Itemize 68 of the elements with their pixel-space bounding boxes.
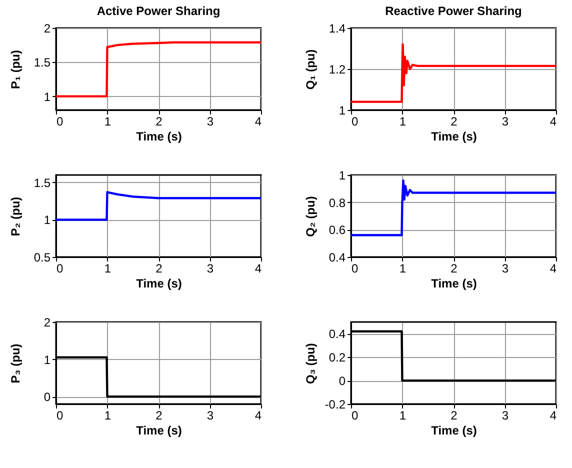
x-tick-label: 4	[254, 408, 262, 422]
y-tick-label: 1.4	[328, 22, 346, 36]
y-axis-title: P₃ (pu)	[8, 344, 22, 384]
y-tick-label: 0.2	[328, 350, 346, 365]
x-tick-label: 4	[254, 262, 262, 276]
x-axis-title: Time (s)	[431, 276, 477, 290]
y-axis-title: Q₂ (pu)	[304, 196, 318, 237]
x-tick-label: 2	[156, 114, 163, 128]
chart-title: Reactive Power Sharing	[385, 4, 522, 18]
x-axis-title: Time (s)	[136, 276, 182, 290]
line-series	[351, 43, 556, 103]
x-tick-label: 2	[450, 262, 458, 276]
x-tick-label: 3	[206, 408, 214, 422]
y-tick-label: 1.5	[34, 176, 51, 190]
x-tick-label: 4	[254, 114, 262, 128]
x-axis-title: Time (s)	[431, 130, 477, 144]
y-tick-label: 0	[338, 374, 346, 388]
line-series	[351, 179, 556, 236]
y-tick-label: 0	[44, 390, 51, 404]
y-tick-label: 1.2	[328, 62, 346, 76]
x-axis-title: Time (s)	[136, 130, 182, 144]
x-tick-label: 1	[104, 114, 112, 128]
x-tick-label: 3	[206, 262, 214, 276]
x-tick-label: 0	[56, 262, 64, 276]
x-tick-label: 2	[156, 408, 163, 422]
x-axis-title: Time (s)	[136, 424, 182, 438]
x-tick-label: 1	[399, 408, 406, 422]
y-tick-label: 1	[338, 104, 346, 118]
y-tick-label: 1	[44, 352, 51, 367]
y-axis-title: Q₁ (pu)	[304, 49, 318, 90]
y-tick-label: 2	[44, 316, 51, 330]
x-tick-label: 2	[156, 262, 163, 276]
x-tick-label: 1	[399, 262, 406, 276]
y-tick-label: 2	[44, 22, 51, 36]
x-tick-label: 2	[450, 114, 458, 128]
x-tick-label: 0	[352, 114, 358, 128]
x-axis-title: Time (s)	[431, 424, 477, 438]
y-tick-label: 0.5	[34, 250, 51, 264]
line-series	[56, 191, 261, 221]
y-tick-label: 0.4	[328, 327, 346, 342]
x-tick-label: 0	[352, 408, 358, 422]
x-tick-label: 2	[450, 408, 458, 422]
y-axis-title: Q₃ (pu)	[304, 343, 318, 384]
y-tick-label: 0.8	[328, 196, 346, 210]
x-tick-label: 1	[104, 262, 112, 276]
x-tick-label: 1	[399, 114, 406, 128]
y-tick-label: 1	[44, 213, 51, 228]
x-tick-label: 3	[502, 408, 509, 422]
y-tick-label: 1	[338, 168, 346, 182]
x-tick-label: 3	[206, 114, 214, 128]
x-tick-label: 4	[550, 262, 557, 276]
x-tick-label: 3	[502, 262, 509, 276]
x-tick-label: 1	[104, 408, 112, 422]
y-tick-label: 0.6	[328, 223, 346, 238]
y-tick-label: 0.4	[328, 250, 346, 264]
x-tick-label: 0	[352, 262, 358, 276]
y-tick-label: 1	[44, 90, 51, 104]
y-tick-label: 1.5	[34, 56, 51, 70]
y-tick-label: -0.2	[324, 398, 346, 412]
x-tick-label: 0	[56, 408, 64, 422]
y-axis-title: P₁ (pu)	[8, 50, 22, 89]
line-series	[56, 41, 261, 98]
chart-title: Active Power Sharing	[96, 4, 220, 18]
x-tick-label: 3	[502, 114, 509, 128]
x-tick-label: 4	[550, 408, 557, 422]
y-axis-title: P₂ (pu)	[8, 196, 22, 236]
x-tick-label: 4	[550, 114, 557, 128]
x-tick-label: 0	[56, 114, 64, 128]
